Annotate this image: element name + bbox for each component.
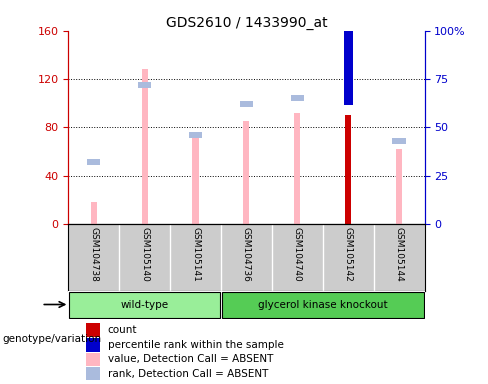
- Bar: [87, 159, 101, 165]
- Text: GSM104738: GSM104738: [89, 227, 98, 281]
- Bar: [392, 138, 406, 144]
- Text: glycerol kinase knockout: glycerol kinase knockout: [258, 300, 387, 310]
- Bar: [222, 292, 424, 318]
- Text: GSM104736: GSM104736: [242, 227, 251, 281]
- Text: rank, Detection Call = ABSENT: rank, Detection Call = ABSENT: [107, 369, 268, 379]
- Bar: [294, 113, 301, 224]
- Text: GSM105141: GSM105141: [191, 227, 200, 281]
- Text: GSM105140: GSM105140: [140, 227, 149, 281]
- Text: GSM105142: GSM105142: [344, 227, 353, 281]
- Bar: [86, 353, 101, 366]
- Bar: [142, 70, 148, 224]
- Bar: [192, 137, 199, 224]
- Bar: [396, 149, 402, 224]
- Bar: [189, 132, 202, 138]
- Title: GDS2610 / 1433990_at: GDS2610 / 1433990_at: [165, 16, 327, 30]
- Bar: [138, 82, 151, 88]
- Bar: [240, 101, 253, 107]
- Bar: [344, 0, 353, 105]
- Bar: [244, 121, 249, 224]
- Bar: [69, 292, 220, 318]
- Bar: [86, 323, 101, 337]
- Text: GSM104740: GSM104740: [293, 227, 302, 281]
- Text: percentile rank within the sample: percentile rank within the sample: [107, 340, 284, 350]
- Text: wild-type: wild-type: [121, 300, 169, 310]
- Text: value, Detection Call = ABSENT: value, Detection Call = ABSENT: [107, 354, 273, 364]
- Text: GSM105144: GSM105144: [395, 227, 404, 281]
- Bar: [345, 115, 351, 224]
- Bar: [86, 338, 101, 351]
- Text: genotype/variation: genotype/variation: [2, 334, 102, 344]
- Text: count: count: [107, 325, 137, 335]
- Bar: [86, 367, 101, 381]
- Bar: [91, 202, 97, 224]
- Bar: [291, 95, 304, 101]
